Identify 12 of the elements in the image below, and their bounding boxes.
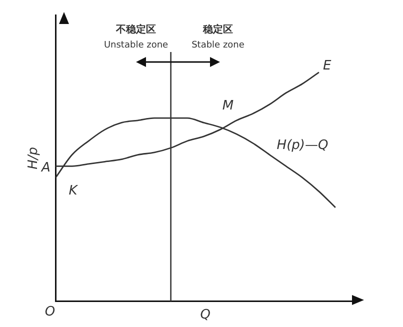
text: 不稳定区 <box>115 24 156 36</box>
text: Unstable zone <box>104 40 169 50</box>
series-label: H(p)—Q <box>276 138 328 154</box>
text: A <box>40 160 50 176</box>
y-axis-title: H/p <box>26 146 42 170</box>
annotation: K <box>68 183 79 198</box>
annotation: M <box>222 98 234 114</box>
text: 稳定区 <box>202 24 233 36</box>
x-axis-title: Q <box>200 308 210 323</box>
text: Stable zone <box>192 40 245 50</box>
text: O <box>44 304 56 320</box>
series-label: E <box>322 58 332 74</box>
